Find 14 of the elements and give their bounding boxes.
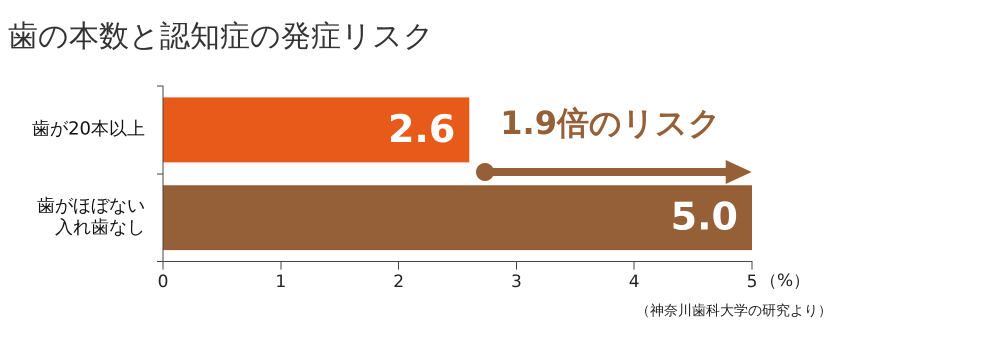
x-tick-label: 2 — [393, 272, 404, 292]
x-tick-label: 4 — [628, 272, 640, 292]
text: （神奈川歯科大学の研究より） — [636, 303, 832, 320]
x-tick-label: 1 — [275, 272, 286, 292]
x-tick-label: 0 — [158, 272, 168, 292]
x-tick-label: 5 — [746, 272, 758, 292]
y-tick-label: 歯が20本以上 — [32, 118, 145, 140]
chart-title: 歯の本数と認知症の発症リスク — [8, 18, 434, 54]
annotation: 1.9倍のリスク — [500, 104, 721, 142]
y-tick-label: 歯がほぼない入れ歯なし — [37, 196, 145, 238]
x-tick-label: 3 — [510, 272, 522, 292]
data-label: 5.0 — [670, 194, 738, 239]
x-axis-title: （%） — [760, 271, 810, 292]
data-label: 2.6 — [388, 106, 456, 151]
